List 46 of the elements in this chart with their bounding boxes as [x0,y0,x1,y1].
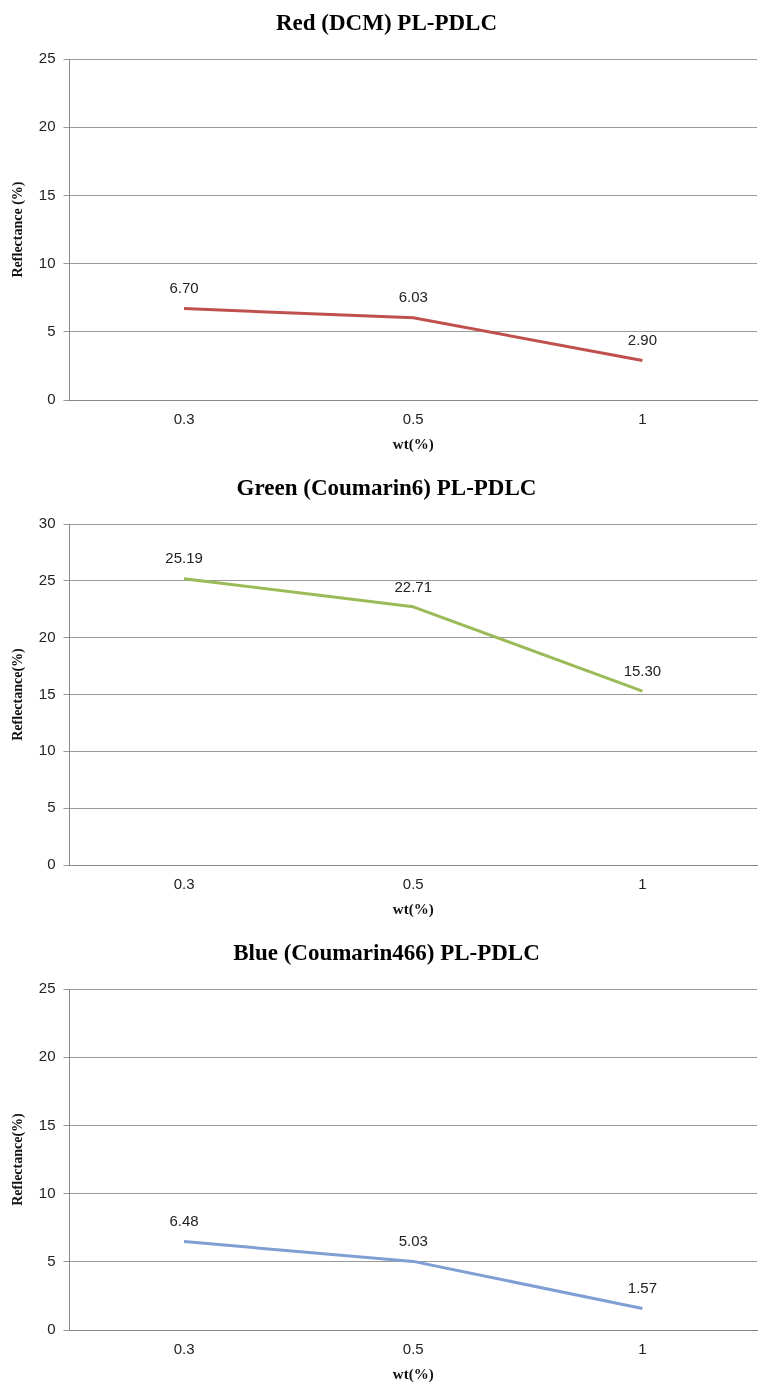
x-tick-label: 1 [638,410,647,428]
y-tick-label: 10 [38,253,56,271]
y-tick-label: 15 [38,684,56,702]
x-tick-label: 0.3 [173,875,195,893]
x-tick-label: 0.5 [402,875,424,893]
y-tick-label: 20 [38,627,56,645]
y-tick-label: 0 [47,855,56,873]
chart-title: Green (Coumarin6) PL-PDLC [235,474,538,502]
x-tick-label: 1 [638,875,647,893]
y-tick-label: 10 [38,741,56,759]
y-tick-label: 5 [47,321,56,339]
y-tick-label: 15 [38,1115,56,1133]
chart-title: Red (DCM) PL-PDLC [275,9,498,37]
y-tick-label: 20 [38,117,56,135]
y-axis-title: Reflectance(%) [10,1112,27,1206]
y-tick-label: 25 [38,979,56,997]
data-label: 5.03 [398,1232,428,1250]
y-tick-label: 10 [38,1183,56,1201]
x-tick-label: 0.5 [402,1340,424,1358]
y-tick-label: 25 [38,49,56,67]
data-label: 6.03 [398,288,428,306]
data-label: 15.30 [623,661,662,679]
x-axis-title: wt(%) [392,435,434,453]
data-label: 22.71 [394,577,433,595]
y-tick-label: 5 [47,1251,56,1269]
data-label: 2.90 [627,331,658,349]
y-tick-label: 30 [38,514,56,532]
data-label: 6.48 [169,1212,199,1230]
y-axis-title: Reflectance(%) [10,647,27,741]
data-label: 1.57 [627,1279,658,1297]
data-label: 6.70 [169,279,199,297]
x-tick-label: 1 [638,1340,647,1358]
y-tick-label: 0 [47,390,56,408]
data-label: 25.19 [165,549,203,567]
y-tick-label: 5 [47,798,56,816]
y-tick-label: 15 [38,185,56,203]
x-axis-title: wt(%) [392,900,434,918]
y-axis-title: Reflectance (%) [10,181,27,278]
x-tick-label: 0.3 [173,410,195,428]
y-tick-label: 0 [47,1320,56,1338]
x-axis-title: wt(%) [392,1365,434,1383]
y-tick-label: 20 [38,1047,56,1065]
chart-title: Blue (Coumarin466) PL-PDLC [232,939,541,967]
x-tick-label: 0.3 [173,1340,195,1358]
y-tick-label: 25 [38,570,56,588]
x-tick-label: 0.5 [402,410,424,428]
